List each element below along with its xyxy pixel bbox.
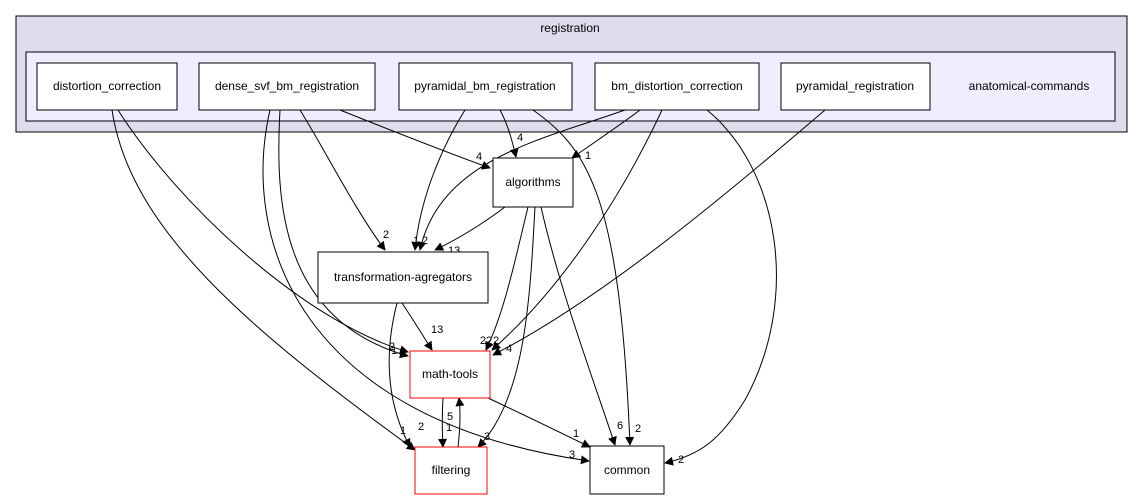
node-label: pyramidal_registration: [796, 79, 914, 93]
edges: [111, 109, 826, 466]
edge-label: 1: [391, 345, 397, 357]
edge-distortion-to-math-tools: [117, 109, 409, 355]
edge-label: 2: [418, 421, 424, 433]
edge-label: 1: [413, 235, 419, 247]
node-algorithms[interactable]: algorithms: [492, 157, 574, 208]
edge-math-tools-to-common: [487, 397, 591, 448]
edge-algorithms-to-math-tools-a: [485, 206, 529, 351]
edge-algorithms-to-common: [540, 206, 617, 446]
node-label: common: [604, 463, 650, 477]
edge-filtering-to-math-tools: [455, 397, 465, 448]
edge-distortion-to-filtering: [111, 109, 416, 451]
edge-pyramidal-bm-to-common: [532, 109, 635, 446]
node-label: algorithms: [505, 175, 560, 189]
edge-bm-distortion-to-math-tools: [491, 109, 663, 351]
node-label: filtering: [432, 463, 471, 477]
edge-labels: 4 4 1 2 1 2 13 13 2 1 22 2 4 2 1 5 1 3 3…: [383, 132, 684, 466]
node-label: pyramidal_bm_registration: [414, 79, 555, 93]
node-math-tools[interactable]: math-tools: [409, 350, 491, 399]
edge-label: 13: [431, 324, 443, 336]
edge-bm-distortion-to-algorithms: [571, 109, 641, 159]
node-anatomical-commands[interactable]: anatomical-commands: [969, 79, 1090, 93]
edge-algorithms-to-filtering: [477, 206, 536, 448]
edge-dense-svf-to-algorithms: [339, 109, 491, 170]
node-transformation-agregators[interactable]: transformation-agregators: [317, 251, 489, 304]
edge-label: 2: [422, 235, 428, 247]
edge-label: 2: [493, 335, 499, 347]
node-label: math-tools: [422, 367, 478, 381]
edge-transformation-to-filtering: [388, 302, 411, 448]
edge-label: 2: [389, 341, 395, 353]
edge-label: 3: [569, 449, 575, 461]
node-filtering[interactable]: filtering: [414, 446, 488, 495]
edge-label: 4: [476, 151, 482, 163]
edge-transformation-to-math-tools: [401, 302, 433, 351]
edge-label: 1: [573, 428, 579, 440]
edge-dense-svf-to-common: [262, 109, 590, 465]
edge-bm-distortion-to-common: [664, 109, 777, 466]
edge-algorithms-to-transformation: [434, 206, 506, 251]
node-common[interactable]: common: [589, 445, 665, 495]
node-dense-svf-bm-registration[interactable]: dense_svf_bm_registration: [198, 62, 376, 111]
edge-pyramidal-bm-to-transformation: [411, 109, 466, 251]
edge-dense-svf-to-transformation: [299, 109, 386, 251]
node-label: anatomical-commands: [969, 79, 1090, 93]
edge-label: 4: [517, 132, 523, 144]
node-label: transformation-agregators: [334, 270, 472, 284]
edge-math-tools-to-filtering: [438, 397, 448, 448]
node-pyramidal-bm-registration[interactable]: pyramidal_bm_registration: [398, 62, 573, 111]
edge-pyramidal-bm-to-algorithms: [499, 109, 519, 158]
node-pyramidal-registration[interactable]: pyramidal_registration: [780, 62, 931, 111]
edge-label: 1: [585, 150, 591, 162]
edge-dense-svf-to-math-tools: [278, 109, 409, 359]
node-label: distortion_correction: [53, 79, 161, 93]
edge-pyramidal-registration-to-math-tools: [492, 109, 826, 356]
edge-label: 5: [447, 411, 453, 423]
cluster-registration-title: registration: [540, 21, 599, 35]
edge-label: 2: [635, 423, 641, 435]
edge-label: 2: [383, 229, 389, 241]
node-distortion-correction[interactable]: distortion_correction: [36, 62, 178, 111]
edge-label: 3: [484, 431, 490, 443]
node-bm-distortion-correction[interactable]: bm_distortion_correction: [594, 62, 760, 111]
node-label: dense_svf_bm_registration: [215, 79, 359, 93]
edge-label: 6: [617, 420, 623, 432]
edge-label: 4: [506, 343, 512, 355]
edge-label: 1: [400, 425, 406, 437]
edge-label: 1: [446, 422, 452, 434]
edge-label: 2: [678, 454, 684, 466]
node-label: bm_distortion_correction: [611, 79, 742, 93]
edge-label: 22: [480, 335, 492, 347]
